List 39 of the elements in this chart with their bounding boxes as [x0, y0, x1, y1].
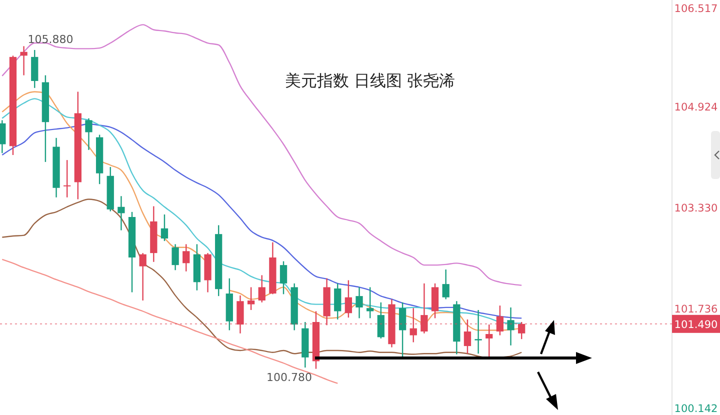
candlestick [172, 244, 179, 271]
candlestick [85, 118, 92, 151]
candlestick [486, 324, 493, 358]
candlestick [182, 244, 190, 272]
candlestick [420, 282, 428, 334]
candlestick [236, 294, 244, 334]
candlestick [496, 304, 504, 336]
annotation: 100.780 [266, 370, 312, 384]
candlestick [160, 214, 168, 242]
y-tick-label: 104.924 [674, 102, 718, 114]
ref-line-label: 101.490 [674, 318, 718, 331]
candlestick [139, 252, 146, 302]
y-tick-label: 101.736 [674, 303, 718, 316]
candlestick [280, 260, 288, 295]
candlestick [64, 159, 71, 198]
candlestick [442, 268, 450, 300]
candlestick [344, 280, 352, 318]
line-series [2, 24, 522, 286]
candlestick [334, 282, 342, 320]
candlestick [464, 318, 472, 354]
y-tick-label: 106.517 [674, 3, 718, 15]
candlestick [247, 286, 255, 311]
y-tick-label: 103.330 [674, 202, 718, 214]
y-tick-label: 100.142 [674, 403, 718, 415]
candlestick [258, 274, 266, 303]
candlestick [474, 309, 482, 354]
annotation: 105.880 [28, 33, 74, 46]
candlestick [410, 307, 417, 343]
candlestick [518, 321, 526, 340]
candlestick [20, 46, 28, 76]
text: 美元指数 日线图 张尧浠 [284, 71, 456, 90]
candlestick [118, 196, 125, 231]
line-series [2, 258, 338, 384]
line-series [2, 198, 522, 359]
candlestick [377, 302, 384, 340]
candlestick [356, 286, 363, 319]
candlestick [366, 286, 374, 319]
candlestick [0, 120, 6, 154]
candlestick [507, 306, 514, 346]
